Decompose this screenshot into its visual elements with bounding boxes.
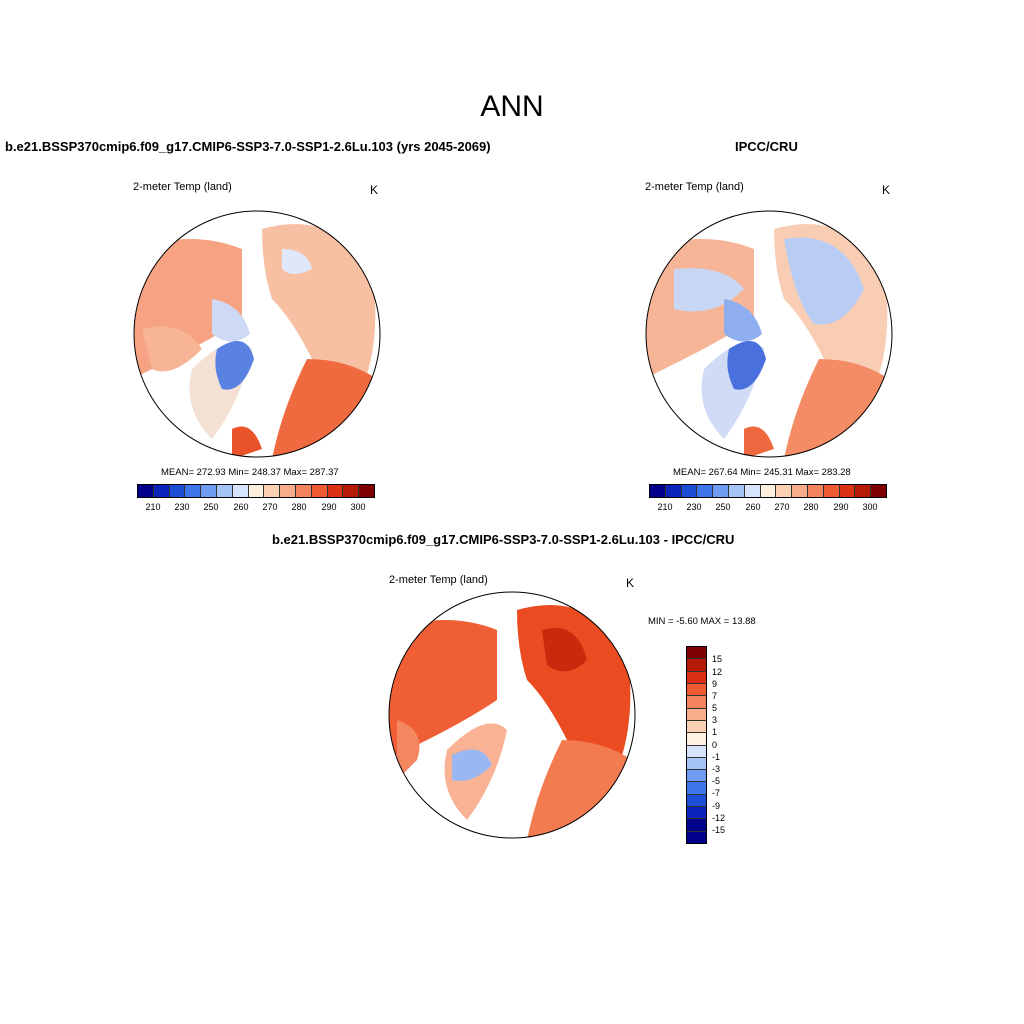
colorbar-tick: 210 [657, 502, 673, 512]
colorbar-swatch [687, 819, 706, 832]
colorbar-swatch [216, 485, 233, 497]
colorbar-swatch [665, 485, 682, 497]
panel-model-header: b.e21.BSSP370cmip6.f09_g17.CMIP6-SSP3-7.… [5, 139, 491, 154]
colorbar-tick: 300 [862, 502, 878, 512]
colorbar-swatch [687, 745, 706, 758]
colorbar-swatch [687, 671, 706, 684]
colorbar-swatch [153, 485, 170, 497]
colorbar-swatch [264, 485, 281, 497]
colorbar-swatch [311, 485, 328, 497]
colorbar-tick: -7 [712, 788, 721, 798]
colorbar-swatch [232, 485, 249, 497]
panel-obs-map [645, 210, 893, 458]
colorbar-swatch [169, 485, 186, 497]
colorbar-tick: -3 [712, 764, 721, 774]
panel-obs-stats: MEAN= 267.64 Min= 245.31 Max= 283.28 [673, 467, 851, 478]
colorbar-tick: 270 [262, 502, 278, 512]
colorbar-tick: 12 [712, 667, 723, 677]
colorbar-tick: 210 [145, 502, 161, 512]
colorbar-swatch [280, 485, 296, 497]
main-title: ANN [480, 90, 544, 123]
colorbar-tick: 300 [350, 502, 366, 512]
panel-obs-colorbar-ticks: 210 230 250 260 270 280 290 300 [649, 502, 887, 514]
panel-model-unit: K [370, 183, 379, 197]
colorbar-swatch [792, 485, 808, 497]
colorbar-swatch [201, 485, 217, 497]
colorbar-tick: 270 [774, 502, 790, 512]
panel-model-colorbar-ticks: 210 230 250 260 270 280 290 300 [137, 502, 375, 514]
colorbar-swatch [823, 485, 840, 497]
colorbar-tick: -15 [712, 825, 726, 835]
panel-diff-header: b.e21.BSSP370cmip6.f09_g17.CMIP6-SSP3-7.… [272, 532, 735, 547]
colorbar-tick: 0 [712, 740, 718, 750]
colorbar-tick: 5 [712, 703, 718, 713]
colorbar-swatch [697, 485, 714, 497]
colorbar-swatch [687, 807, 706, 820]
colorbar-swatch [687, 733, 706, 746]
colorbar-swatch [855, 485, 872, 497]
panel-model-variable: 2-meter Temp (land) [133, 181, 232, 193]
colorbar-swatch [687, 770, 706, 783]
colorbar-tick: 1 [712, 727, 718, 737]
colorbar-swatch [687, 794, 706, 808]
colorbar-swatch [185, 485, 202, 497]
panel-model-map [133, 210, 381, 458]
colorbar-swatch [728, 485, 745, 497]
colorbar-swatch [248, 485, 265, 497]
colorbar-swatch [359, 485, 374, 497]
colorbar-tick: -12 [712, 813, 726, 823]
colorbar-tick: 7 [712, 691, 718, 701]
colorbar-tick: 9 [712, 679, 718, 689]
colorbar-tick: 250 [715, 502, 731, 512]
panel-diff-colorbar-ticks: 15 12 9 7 5 3 1 0 -1 -3 -5 -7 -9 -12 -15 [712, 646, 742, 844]
panel-diff-colorbar [686, 646, 707, 844]
colorbar-swatch [138, 485, 154, 497]
colorbar-swatch [760, 485, 777, 497]
colorbar-swatch [343, 485, 360, 497]
colorbar-tick: 280 [803, 502, 819, 512]
panel-obs-variable: 2-meter Temp (land) [645, 181, 744, 193]
colorbar-swatch [687, 782, 706, 795]
colorbar-tick: -1 [712, 752, 721, 762]
colorbar-swatch [744, 485, 761, 497]
colorbar-tick: 280 [291, 502, 307, 512]
colorbar-tick: 290 [833, 502, 849, 512]
colorbar-swatch [687, 720, 706, 734]
panel-diff-stats: MIN = -5.60 MAX = 13.88 [648, 616, 756, 627]
colorbar-tick: -5 [712, 776, 721, 786]
colorbar-tick: -9 [712, 801, 721, 811]
colorbar-swatch [871, 485, 886, 497]
colorbar-tick: 260 [233, 502, 249, 512]
colorbar-swatch [650, 485, 666, 497]
colorbar-swatch [687, 757, 706, 771]
colorbar-tick: 230 [686, 502, 702, 512]
colorbar-tick: 260 [745, 502, 761, 512]
panel-diff-variable: 2-meter Temp (land) [389, 574, 488, 586]
panel-obs-unit: K [882, 183, 891, 197]
colorbar-tick: 3 [712, 715, 718, 725]
colorbar-swatch [687, 708, 706, 721]
colorbar-swatch [295, 485, 312, 497]
colorbar-swatch [776, 485, 793, 497]
colorbar-tick: 250 [203, 502, 219, 512]
panel-model-colorbar [137, 484, 375, 498]
colorbar-swatch [687, 659, 706, 672]
panel-obs-colorbar [649, 484, 887, 498]
colorbar-swatch [807, 485, 824, 497]
colorbar-tick: 290 [321, 502, 337, 512]
colorbar-swatch [687, 831, 706, 843]
colorbar-swatch [687, 683, 706, 697]
colorbar-swatch [713, 485, 729, 497]
colorbar-tick: 230 [174, 502, 190, 512]
colorbar-swatch [681, 485, 698, 497]
colorbar-swatch [839, 485, 856, 497]
colorbar-swatch [327, 485, 344, 497]
panel-diff-map [388, 591, 636, 839]
panel-model-stats: MEAN= 272.93 Min= 248.37 Max= 287.37 [161, 467, 339, 478]
colorbar-swatch [687, 647, 706, 660]
colorbar-swatch [687, 696, 706, 709]
colorbar-tick: 15 [712, 654, 723, 664]
panel-obs-header: IPCC/CRU [735, 139, 798, 154]
panel-diff-unit: K [626, 576, 635, 590]
